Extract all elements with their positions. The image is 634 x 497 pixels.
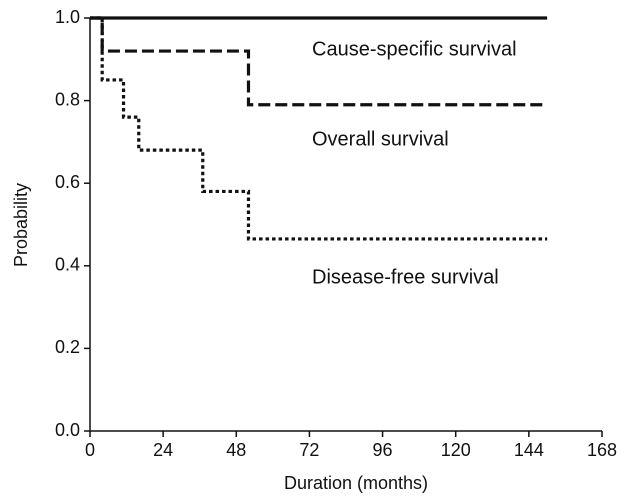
y-tick-label: 0.6 [55,172,80,192]
survival-curve [90,16,548,107]
survival-curve [90,16,548,241]
y-tick-label: 1.0 [55,7,80,27]
y-tick-label: 0.4 [55,255,80,275]
curve-label: Disease-free survival [312,266,499,288]
x-tick-label: 0 [85,440,95,460]
x-tick-label: 120 [441,440,471,460]
y-axis-label: Probability [11,183,31,267]
x-tick-label: 48 [226,440,246,460]
y-tick-label: 0.8 [55,89,80,109]
x-tick-label: 144 [514,440,544,460]
x-tick-label: 72 [299,440,319,460]
x-tick-label: 96 [373,440,393,460]
curve-label: Overall survival [312,128,449,150]
y-tick-label: 0.2 [55,337,80,357]
x-tick-label: 168 [587,440,617,460]
x-axis-label: Duration (months) [284,473,428,493]
curve-label: Cause-specific survival [312,38,517,60]
x-tick-label: 24 [153,440,173,460]
y-tick-label: 0.0 [55,420,80,440]
